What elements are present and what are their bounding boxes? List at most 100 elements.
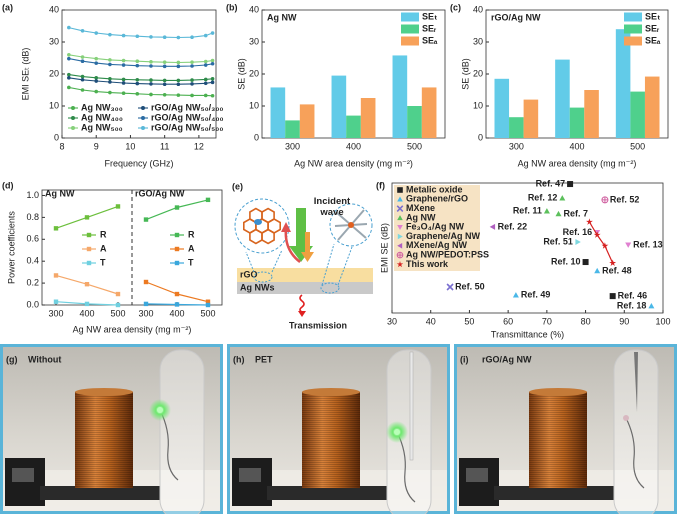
point [53, 226, 59, 231]
y-tick-label: 0.6 [26, 234, 39, 244]
bar [494, 78, 510, 138]
layer-label: Ag NWs [240, 282, 275, 292]
coil-wind [302, 392, 360, 488]
x-tick-label: 500 [110, 308, 125, 318]
point [121, 58, 126, 63]
panel-label: (i) [460, 354, 469, 364]
x-tick-label: 300 [138, 308, 153, 318]
point [609, 259, 617, 266]
x-tick-label: 11 [160, 141, 169, 151]
y-tick-label: 0.0 [26, 299, 39, 309]
legend-label: SEₜ [645, 11, 661, 21]
point [108, 62, 112, 67]
legend-label: rGO/Ag NW₅₀/₃₀₀ [151, 102, 223, 112]
panel-label: (a) [2, 2, 13, 12]
point [80, 29, 85, 33]
legend-marker [174, 246, 180, 252]
point [67, 85, 71, 90]
point [80, 59, 85, 63]
bar [555, 59, 570, 138]
point [210, 58, 215, 63]
diagram: (e) rGO Ag NWs Transmission Incident wav… [232, 181, 373, 330]
point [67, 25, 71, 30]
x-tick-label: 8 [59, 141, 64, 151]
point [94, 79, 99, 83]
data-label: Ref. 47 [536, 178, 566, 188]
x-axis-label: Ag NW area density (mg m⁻²) [73, 324, 192, 334]
hexagon [261, 228, 275, 245]
legend-label: MXene [406, 203, 435, 213]
legend-label: Graphene/rGO [406, 194, 468, 204]
point [210, 80, 215, 85]
legend-label: R [100, 229, 107, 239]
point [601, 196, 609, 204]
legend-marker [397, 187, 403, 193]
point [149, 78, 153, 82]
x-tick-label: 500 [407, 141, 422, 151]
y-tick-label: 30 [249, 36, 259, 46]
point [80, 55, 85, 59]
legend-marker [397, 225, 403, 230]
point [121, 91, 126, 95]
incident-label-box: Incident wave [314, 196, 350, 218]
point [108, 58, 112, 62]
y-tick-label: 0 [478, 132, 483, 142]
photo-caption: rGO/Ag NW [482, 354, 532, 364]
led [394, 429, 400, 435]
point [601, 242, 609, 249]
photo-caption: PET [255, 354, 273, 364]
legend-marker [141, 116, 145, 120]
x-tick-label: 40 [426, 316, 436, 326]
point [210, 31, 215, 35]
transmission-arrow [299, 294, 305, 313]
point [559, 195, 566, 201]
y-tick-label: 40 [49, 4, 59, 14]
point [555, 210, 562, 217]
point [121, 81, 126, 85]
legend-label: SEₐ [645, 35, 661, 45]
legend-label: SEᵣ [645, 23, 660, 33]
point [84, 281, 90, 287]
device-port [466, 468, 488, 482]
point [94, 56, 99, 61]
board [494, 486, 614, 500]
point [190, 64, 194, 68]
point [190, 82, 194, 86]
point [135, 92, 140, 96]
legend-swatch [624, 36, 642, 46]
y-tick-label: 0.4 [26, 256, 39, 266]
legend-marker [141, 126, 145, 130]
bar [360, 98, 376, 138]
device-port [239, 468, 261, 482]
bar [615, 29, 631, 139]
point [162, 78, 167, 83]
legend-label: T [100, 257, 106, 267]
legend-label: A [100, 243, 107, 253]
legend-marker [71, 116, 75, 120]
zoom-line [245, 243, 353, 286]
panel-label: (h) [233, 354, 245, 364]
tube [159, 349, 205, 514]
point [190, 78, 194, 82]
series-line [588, 221, 614, 264]
x-axis-label: Ag NW area density (mg m⁻²) [294, 158, 413, 168]
x-tick-label: 90 [619, 316, 629, 326]
y-tick-label: 40 [249, 4, 259, 14]
point [174, 291, 180, 297]
bar [509, 117, 524, 138]
data-label: Ref. 13 [633, 239, 663, 249]
legend-label: SEₜ [422, 11, 438, 21]
x-tick-label: 400 [169, 308, 184, 318]
point [512, 292, 519, 298]
y-tick-label: 0 [254, 132, 259, 142]
junction [348, 222, 354, 228]
point [205, 299, 211, 304]
bar [644, 76, 660, 138]
point [625, 242, 632, 248]
point [149, 92, 153, 97]
x-axis-label: Frequency (GHz) [104, 158, 173, 168]
point [162, 64, 167, 69]
point [543, 208, 550, 214]
bar [285, 120, 300, 138]
bar [569, 107, 585, 138]
